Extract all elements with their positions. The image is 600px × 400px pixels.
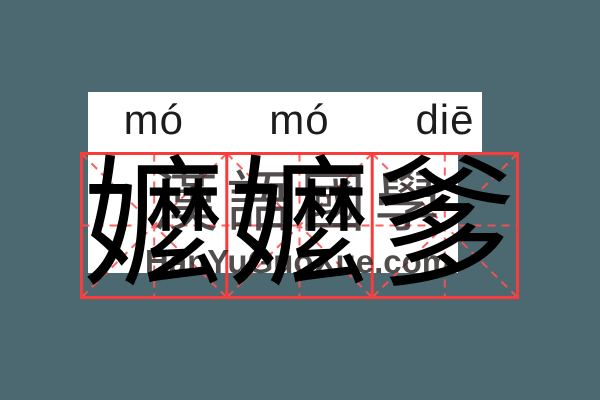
- grid-guide-lines: [80, 152, 518, 298]
- hanzi-character-1: 嬤: [82, 143, 225, 308]
- hanzi-character-2: 嬤: [228, 143, 371, 308]
- white-backing-watermark-area: [88, 153, 458, 273]
- hanzi-row: 嬤 嬤 爹: [81, 153, 518, 299]
- pinyin-row: mó mó diē: [81, 96, 518, 144]
- watermark-site-url-text: HanYuGuoXue.com: [144, 243, 452, 280]
- character-practice-grid: [79, 151, 519, 299]
- grid-borders: [79, 151, 519, 299]
- watermark-cjk-text: 漢語國學: [152, 164, 448, 241]
- white-backing-pinyin-band: [88, 92, 482, 153]
- pinyin-syllable-1: mó: [123, 96, 184, 143]
- pinyin-syllable-2: mó: [269, 96, 330, 143]
- hanzi-character-3: 爹: [373, 143, 516, 308]
- pinyin-syllable-3: diē: [415, 96, 475, 143]
